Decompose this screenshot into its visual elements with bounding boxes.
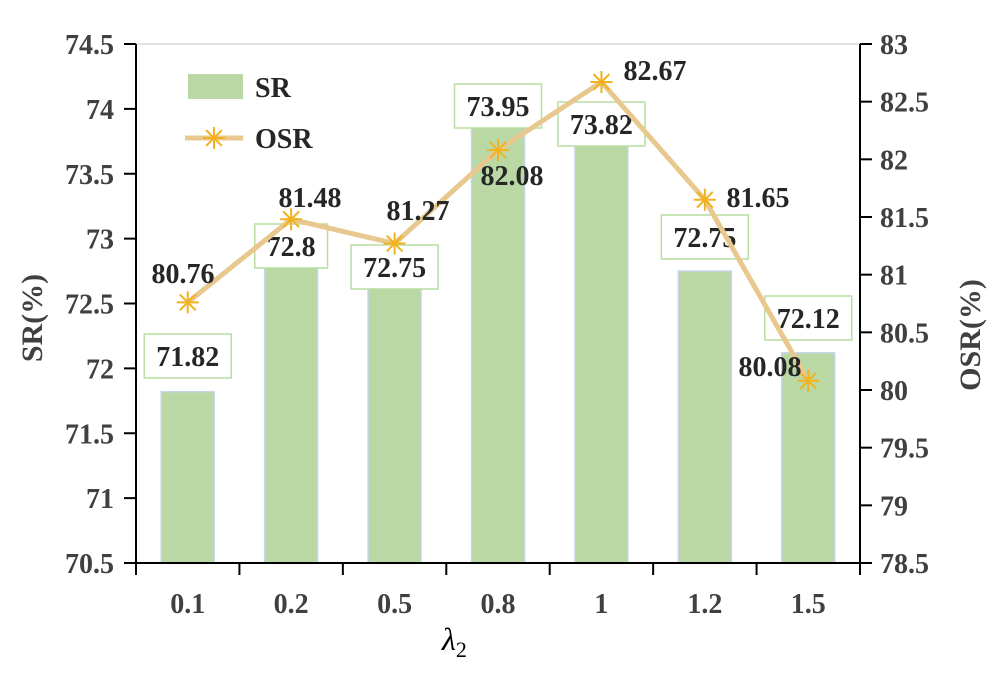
legend: SR OSR xyxy=(185,73,313,155)
osr-marker-stroke xyxy=(696,191,714,209)
sr-data-label-text: 73.95 xyxy=(467,92,530,123)
x-axis-title: λ2 xyxy=(441,621,467,662)
y-axis-left: 70.5 71 71.5 72 72.5 73 73.5 74 74.5 xyxy=(65,30,137,580)
sr-data-label-text: 72.12 xyxy=(777,304,840,335)
sr-bar xyxy=(574,131,629,564)
legend-sr-swatch xyxy=(188,74,243,99)
osr-marker xyxy=(797,369,820,392)
y-left-tick-label: 74.5 xyxy=(65,30,114,61)
osr-line-layer xyxy=(176,71,820,392)
x-axis: 0.1 0.2 0.5 0.8 1 1.2 1.5 xyxy=(135,562,861,620)
osr-marker xyxy=(203,127,225,149)
y-right-tick-label: 81.5 xyxy=(880,203,929,234)
sr-data-label-box xyxy=(143,333,232,379)
sr-data-label-text: 73.82 xyxy=(570,110,633,141)
x-tick-label: 0.1 xyxy=(170,589,205,620)
osr-marker-stroke xyxy=(282,210,300,228)
sr-data-label-box xyxy=(253,223,329,269)
y-right-tick-label: 82 xyxy=(880,145,908,176)
y-left-tick-label: 71.5 xyxy=(65,419,114,450)
osr-marker-stroke xyxy=(489,141,507,159)
y-left-tick-label: 70.5 xyxy=(65,549,114,580)
sr-data-label-text: 71.82 xyxy=(156,342,219,373)
x-tick-label: 1 xyxy=(594,589,608,620)
osr-marker xyxy=(176,291,199,314)
y-right-tick-label: 79 xyxy=(880,491,908,522)
osr-marker-stroke xyxy=(179,293,197,311)
x-tick-label: 0.2 xyxy=(274,589,309,620)
x-tick-label: 1.5 xyxy=(791,589,826,620)
osr-marker xyxy=(383,232,406,255)
osr-marker-stroke xyxy=(799,372,817,390)
sr-bar xyxy=(160,390,215,564)
sr-bar xyxy=(677,270,733,564)
y-axis-left-title: SR(%) xyxy=(16,274,49,362)
legend-osr-label: OSR xyxy=(255,124,313,155)
osr-marker xyxy=(487,139,509,162)
x-tick-label: 0.8 xyxy=(481,589,516,620)
y-left-tick-label: 71 xyxy=(86,484,114,515)
y-right-tick-label: 80 xyxy=(880,376,908,407)
sr-data-label: 73.82 xyxy=(557,101,646,147)
x-axis-title-sub: 2 xyxy=(456,637,467,662)
sr-bar xyxy=(367,270,422,564)
osr-marker xyxy=(693,188,716,211)
y-left-tick-label: 73.5 xyxy=(65,160,114,191)
sr-bar xyxy=(470,114,526,564)
y-right-tick-label: 79.5 xyxy=(880,434,929,465)
legend-osr-marker xyxy=(203,127,225,149)
osr-data-label: 80.08 xyxy=(739,352,802,383)
osr-data-label: 81.65 xyxy=(727,183,790,214)
y-axis-right: 78.5 79 79.5 80 80.5 81 81.5 82 82.5 83 xyxy=(859,30,929,580)
y-left-tick-label: 72 xyxy=(86,354,114,385)
osr-marker xyxy=(280,208,303,231)
y-left-tick-label: 73 xyxy=(86,225,114,256)
osr-data-label: 81.48 xyxy=(279,183,342,214)
osr-marker-stroke xyxy=(592,73,611,91)
sr-data-label-box xyxy=(453,83,543,129)
sr-data-label: 72.8 xyxy=(253,223,329,269)
osr-data-label: 80.76 xyxy=(152,259,215,290)
osr-marker-stroke xyxy=(205,129,223,147)
sr-data-label-text: 72.8 xyxy=(267,232,316,263)
x-axis-title-main: λ xyxy=(441,621,456,657)
osr-marker xyxy=(590,71,613,94)
sr-data-label: 72.75 xyxy=(350,244,439,290)
y-right-tick-label: 81 xyxy=(880,261,908,292)
y-right-tick-label: 80.5 xyxy=(880,318,929,349)
osr-data-label: 82.08 xyxy=(481,161,544,192)
x-tick-label: 1.2 xyxy=(687,589,722,620)
y-left-tick-label: 74 xyxy=(86,95,114,126)
sr-bar xyxy=(263,263,319,564)
sr-data-label: 73.95 xyxy=(453,83,543,129)
osr-marker-stroke xyxy=(385,234,404,253)
sr-data-label: 72.12 xyxy=(764,295,853,341)
y-right-tick-label: 78.5 xyxy=(880,549,929,580)
sr-data-label: 71.82 xyxy=(143,333,232,379)
sr-data-label-text: 72.75 xyxy=(363,253,426,284)
osr-data-label: 81.27 xyxy=(387,196,450,227)
x-tick-label: 0.5 xyxy=(377,589,412,620)
y-axis-right-title: OSR(%) xyxy=(954,279,987,391)
legend-sr-label: SR xyxy=(255,73,292,104)
sr-data-label-box xyxy=(557,101,646,147)
y-left-tick-label: 72.5 xyxy=(65,290,114,321)
osr-labels: 80.76 81.48 81.27 82.08 82.67 81.65 80.08 xyxy=(152,56,802,383)
osr-data-label: 82.67 xyxy=(624,56,687,87)
y-right-tick-label: 82.5 xyxy=(880,88,929,119)
y-right-tick-label: 83 xyxy=(880,30,908,61)
